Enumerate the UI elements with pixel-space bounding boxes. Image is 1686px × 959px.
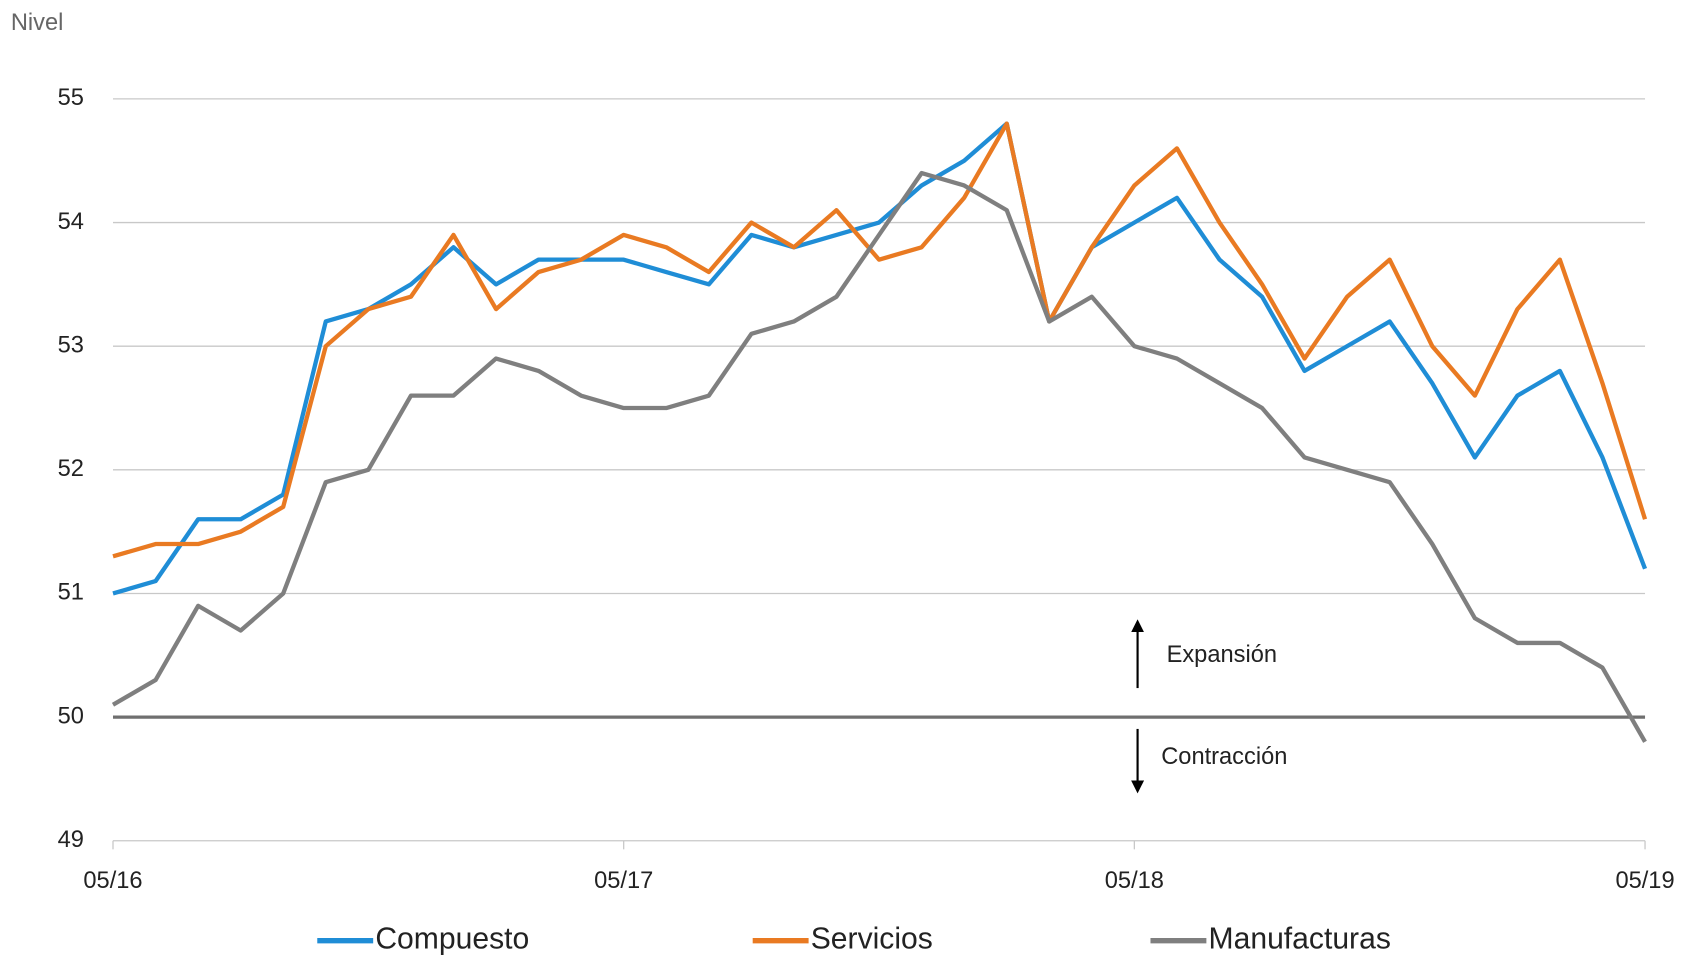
legend-label: Compuesto: [375, 923, 529, 956]
y-axis-label: Nivel: [11, 10, 64, 36]
y-tick-label: 53: [58, 332, 84, 358]
annotation: Expansión: [1167, 642, 1277, 668]
legend-label: Manufacturas: [1209, 923, 1391, 956]
y-tick-label: 50: [58, 703, 84, 729]
annotation: Contracción: [1161, 744, 1287, 770]
y-tick-label: 49: [58, 827, 84, 853]
y-tick-label: 52: [58, 456, 84, 482]
series-line: [112, 121, 1648, 559]
y-tick-label: 55: [58, 85, 84, 111]
x-tick-label: 05/17: [594, 868, 653, 894]
x-tick-label: 05/18: [1105, 868, 1164, 894]
x-tick-label: 05/19: [1615, 868, 1674, 894]
y-tick-label: 54: [58, 209, 84, 235]
legend-label: Servicios: [811, 923, 933, 956]
y-tick-label: 51: [58, 580, 84, 606]
x-tick-label: 05/16: [83, 868, 142, 894]
series-line: [111, 170, 1647, 743]
